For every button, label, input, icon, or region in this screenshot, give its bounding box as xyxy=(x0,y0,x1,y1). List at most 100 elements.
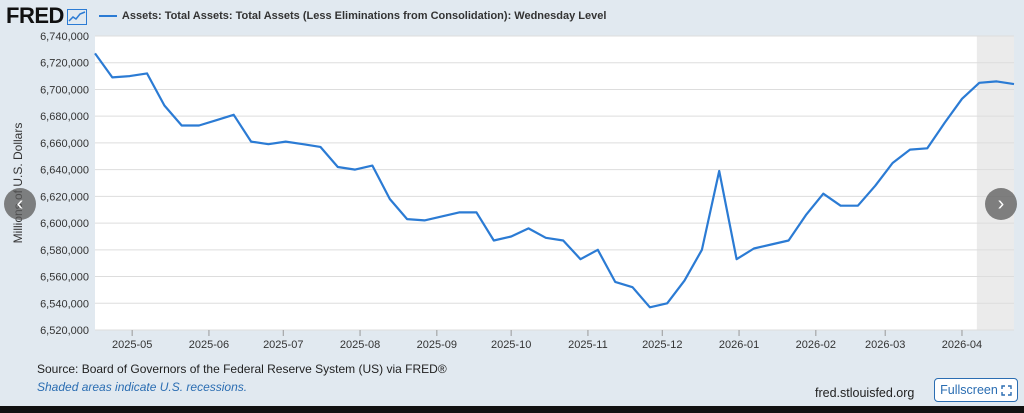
x-tick-label: 2026-01 xyxy=(719,339,759,351)
data-point[interactable] xyxy=(907,147,912,152)
chevron-right-icon: › xyxy=(997,192,1005,215)
y-tick-label: 6,700,000 xyxy=(40,84,89,96)
data-point[interactable] xyxy=(1012,82,1017,87)
y-axis-label: Millions of U.S. Dollars xyxy=(11,123,25,244)
next-graph-button[interactable]: › xyxy=(985,188,1017,220)
data-point[interactable] xyxy=(647,305,652,310)
x-tick-label: 2025-09 xyxy=(417,339,457,351)
data-point[interactable] xyxy=(110,75,115,80)
expand-icon xyxy=(1001,384,1012,396)
data-point[interactable] xyxy=(266,142,271,147)
data-point[interactable] xyxy=(613,279,618,284)
data-point[interactable] xyxy=(214,118,219,123)
y-tick-label: 6,540,000 xyxy=(40,298,89,310)
data-point[interactable] xyxy=(821,191,826,196)
data-point[interactable] xyxy=(301,142,306,147)
fred-logo[interactable]: FRED xyxy=(6,3,64,28)
data-point[interactable] xyxy=(509,234,514,239)
data-point[interactable] xyxy=(630,285,635,290)
fullscreen-button[interactable]: Fullscreen xyxy=(934,378,1018,402)
data-point[interactable] xyxy=(751,246,756,251)
data-point[interactable] xyxy=(942,120,947,125)
data-point[interactable] xyxy=(803,213,808,218)
chart-legend: Assets: Total Assets: Total Assets (Less… xyxy=(98,10,607,22)
y-tick-label: 6,680,000 xyxy=(40,111,89,123)
data-point[interactable] xyxy=(93,51,98,56)
data-point[interactable] xyxy=(179,123,184,128)
data-point[interactable] xyxy=(665,301,670,306)
chevron-left-icon: ‹ xyxy=(16,192,24,215)
data-point[interactable] xyxy=(769,242,774,247)
data-point[interactable] xyxy=(977,80,982,85)
line-chart: 6,520,000 6,540,000 6,560,000 6,580,000 6,60… xyxy=(11,31,1017,351)
series-line[interactable] xyxy=(94,52,1015,309)
data-point[interactable] xyxy=(231,112,236,117)
x-tick-label: 2025-06 xyxy=(189,339,229,351)
data-point[interactable] xyxy=(127,74,132,79)
data-point[interactable] xyxy=(838,203,843,208)
data-point[interactable] xyxy=(491,238,496,243)
data-point[interactable] xyxy=(335,164,340,169)
y-tick-label: 6,660,000 xyxy=(40,138,89,150)
data-point[interactable] xyxy=(197,123,202,128)
data-point[interactable] xyxy=(457,210,462,215)
data-point[interactable] xyxy=(370,163,375,168)
data-point[interactable] xyxy=(439,214,444,219)
legend-label: Assets: Total Assets: Total Assets (Less… xyxy=(121,10,607,22)
data-point[interactable] xyxy=(717,168,722,173)
data-point[interactable] xyxy=(405,217,410,222)
data-point[interactable] xyxy=(855,203,860,208)
line-graph-icon xyxy=(66,9,87,25)
x-tick-label: 2025-08 xyxy=(340,339,380,351)
y-tick-label: 6,600,000 xyxy=(40,218,89,230)
prev-graph-button[interactable]: ‹ xyxy=(4,188,36,220)
data-point[interactable] xyxy=(474,210,479,215)
x-tick-label: 2025-05 xyxy=(112,339,152,351)
y-tick-label: 6,620,000 xyxy=(40,191,89,203)
data-point[interactable] xyxy=(526,226,531,231)
data-point[interactable] xyxy=(318,144,323,149)
data-point[interactable] xyxy=(422,218,427,223)
x-tick-label: 2025-11 xyxy=(568,339,608,351)
data-point[interactable] xyxy=(543,235,548,240)
y-tick-label: 6,560,000 xyxy=(40,272,89,284)
y-tick-label: 6,720,000 xyxy=(40,58,89,70)
data-point[interactable] xyxy=(595,247,600,252)
y-tick-label: 6,640,000 xyxy=(40,165,89,177)
x-tick-label: 2025-07 xyxy=(263,339,303,351)
recession-shading xyxy=(976,36,1014,330)
data-point[interactable] xyxy=(353,167,358,172)
x-tick-label: 2025-10 xyxy=(491,339,531,351)
x-tick-label: 2026-04 xyxy=(942,339,982,351)
site-link[interactable]: fred.stlouisfed.org xyxy=(815,386,915,400)
data-point[interactable] xyxy=(994,79,999,84)
data-point[interactable] xyxy=(145,71,150,76)
source-text: Source: Board of Governors of the Federa… xyxy=(37,362,447,376)
data-point[interactable] xyxy=(249,139,254,144)
legend-swatch xyxy=(98,15,117,17)
data-point[interactable] xyxy=(162,103,167,108)
x-tick-label: 2025-12 xyxy=(642,339,682,351)
data-point[interactable] xyxy=(890,160,895,165)
recession-note: Shaded areas indicate U.S. recessions. xyxy=(37,380,248,394)
data-point[interactable] xyxy=(561,238,566,243)
data-point[interactable] xyxy=(734,257,739,262)
data-point[interactable] xyxy=(283,139,288,144)
data-point[interactable] xyxy=(682,278,687,283)
y-tick-label: 6,740,000 xyxy=(40,31,89,43)
data-point[interactable] xyxy=(699,247,704,252)
plot-area xyxy=(95,36,1014,330)
data-point[interactable] xyxy=(959,96,964,101)
header: FRED Assets: Total Assets: Total Assets … xyxy=(6,3,607,28)
x-tick-label: 2026-02 xyxy=(796,339,836,351)
y-tick-label: 6,580,000 xyxy=(40,245,89,257)
data-point[interactable] xyxy=(786,238,791,243)
x-tick-label: 2026-03 xyxy=(865,339,905,351)
data-point[interactable] xyxy=(925,146,930,151)
data-point[interactable] xyxy=(578,257,583,262)
y-tick-label: 6,520,000 xyxy=(40,325,89,337)
window-bottom-edge xyxy=(0,406,1024,413)
data-point[interactable] xyxy=(387,197,392,202)
data-point[interactable] xyxy=(873,183,878,188)
